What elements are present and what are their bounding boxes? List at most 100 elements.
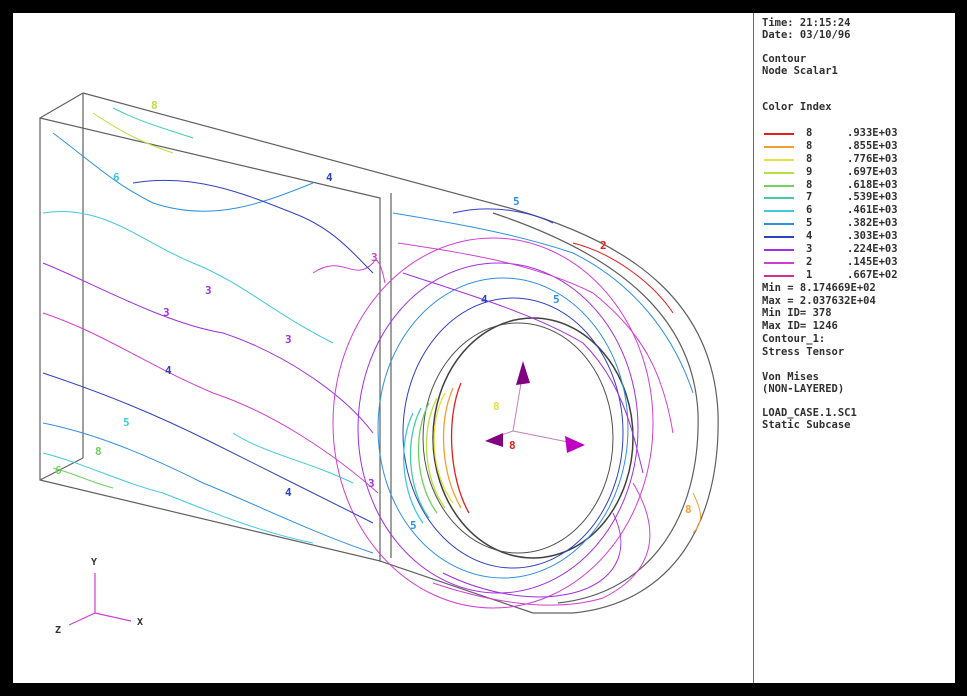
left-face-outline (39, 117, 381, 562)
right-region-contours (392, 208, 701, 606)
rounded-end-outline (512, 208, 719, 614)
load-case-label: LOAD_CASE.1.SC1 (762, 407, 857, 420)
legend-value: .382E+03 (847, 217, 898, 230)
legend-swatch (764, 184, 794, 187)
hole-contour-1 (402, 297, 624, 569)
legend-value: .303E+03 (847, 230, 898, 243)
top-back-edge (39, 92, 84, 119)
triad-y-label: Y (91, 557, 97, 568)
legend-swatch (764, 236, 794, 239)
triad-z-label: Z (55, 625, 61, 636)
contour-label: 4 (481, 293, 488, 306)
contour-label: 4 (285, 486, 292, 499)
legend-value: .224E+03 (847, 243, 898, 256)
contour-label: 6 (55, 464, 62, 477)
contour-label: 4 (165, 364, 172, 377)
coordinate-triad: Y X Z (55, 557, 143, 636)
legend-value: .933E+03 (847, 127, 898, 139)
legend-value: .145E+03 (847, 255, 898, 268)
legend-index: 8 (806, 152, 813, 165)
hole-contour-2 (377, 277, 629, 579)
contour-name: Contour_1: (762, 333, 826, 346)
contour-label: 6 (113, 171, 120, 184)
triad-z-axis (68, 612, 96, 626)
legend-value: .697E+03 (847, 165, 898, 178)
min-value: Min = 8.174669E+02 (762, 281, 876, 294)
stress-concentration-band (403, 382, 470, 524)
min-id: Min ID= 378 (762, 307, 832, 320)
axis-arrow-up (516, 361, 530, 385)
top-edge (82, 92, 514, 210)
legend-value: .776E+03 (847, 152, 898, 165)
contour-label: 5 (553, 293, 560, 306)
legend-index: 6 (806, 204, 813, 217)
bottom-edge (379, 560, 534, 614)
hole-edge-front (432, 317, 634, 559)
scalar-label: Node Scalar1 (762, 65, 838, 77)
hole-contour-3 (357, 262, 639, 594)
legend-swatch (764, 274, 794, 277)
triad-x-label: X (137, 617, 143, 628)
bolt-hole (332, 237, 654, 609)
legend-index: 2 (806, 255, 813, 268)
legend-title: Color Index (762, 101, 832, 113)
legend-row: 8 .933E+03 (762, 127, 952, 140)
contour-label: 8 (685, 503, 692, 516)
legend-index: 8 (806, 127, 813, 139)
contour-label: 5 (123, 416, 130, 429)
contour-label: 5 (410, 519, 417, 532)
plot-type-label: Contour (762, 53, 807, 65)
legend-value: .667E+02 (847, 268, 898, 281)
graphics-viewport[interactable]: 8 6 4 5 3 3 3 4 5 8 6 4 5 3 2 5 4 8 8 3 … (13, 13, 955, 683)
quantity-label: Stress Tensor (762, 346, 845, 359)
legend-index: 8 (806, 178, 813, 191)
left-face-contours (42, 107, 386, 554)
contour-label: 3 (285, 333, 292, 346)
legend-swatch (764, 145, 794, 148)
legend-index: 8 (806, 139, 813, 152)
legend-row: 8 .618E+03 (762, 179, 952, 192)
legend-row: 5 .382E+03 (762, 217, 952, 230)
axis-arrow-left (485, 433, 503, 447)
legend-index: 3 (806, 243, 813, 256)
triad-x-axis (94, 612, 132, 622)
legend-row: 7 .539E+03 (762, 191, 952, 204)
contour-label: 4 (326, 171, 333, 184)
contour-label: 8 (509, 439, 516, 452)
layer-label: (NON-LAYERED) (762, 383, 845, 396)
legend-row: 6 .461E+03 (762, 204, 952, 217)
legend-row: 1 .667E+02 (762, 269, 952, 282)
model-wireframe (39, 92, 719, 614)
legend-value: .461E+03 (847, 204, 898, 217)
contour-label: 2 (600, 239, 607, 252)
contour-label: 5 (513, 195, 520, 208)
contour-label: 3 (371, 251, 378, 264)
legend-index: 4 (806, 230, 813, 243)
subcase-label: Static Subcase (762, 419, 851, 432)
bottom-back-edge (39, 457, 84, 481)
legend-swatch (764, 261, 794, 264)
legend-index: 1 (806, 268, 813, 281)
contour-labels: 8 6 4 5 3 3 3 4 5 8 6 4 5 3 2 5 4 8 8 3 … (55, 99, 692, 532)
contour-plot-canvas[interactable]: 8 6 4 5 3 3 3 4 5 8 6 4 5 3 2 5 4 8 8 3 … (13, 13, 753, 683)
contour-label: 3 (163, 306, 170, 319)
legend-row: 2 .145E+03 (762, 256, 952, 269)
legend-swatch (764, 223, 794, 226)
legend-value: .855E+03 (847, 139, 898, 152)
legend-swatch (764, 171, 794, 174)
legend-swatch (764, 249, 794, 252)
max-value: Max = 2.037632E+04 (762, 294, 876, 307)
contour-label: 8 (95, 445, 102, 458)
legend-row: 9 .697E+03 (762, 166, 952, 179)
date-label: Date: 03/10/96 (762, 29, 851, 41)
max-id: Max ID= 1246 (762, 320, 838, 333)
time-label: Time: 21:15:24 (762, 17, 851, 29)
legend-row: 3 .224E+03 (762, 243, 952, 256)
legend-index: 7 (806, 191, 813, 204)
hole-contour-4 (332, 237, 654, 609)
hole-axis-glyph (485, 361, 585, 453)
legend-row: 4 .303E+03 (762, 230, 952, 243)
info-panel: Time: 21:15:24 Date: 03/10/96 Contour No… (762, 17, 952, 431)
legend-index: 9 (806, 165, 813, 178)
legend-swatch (764, 210, 794, 213)
